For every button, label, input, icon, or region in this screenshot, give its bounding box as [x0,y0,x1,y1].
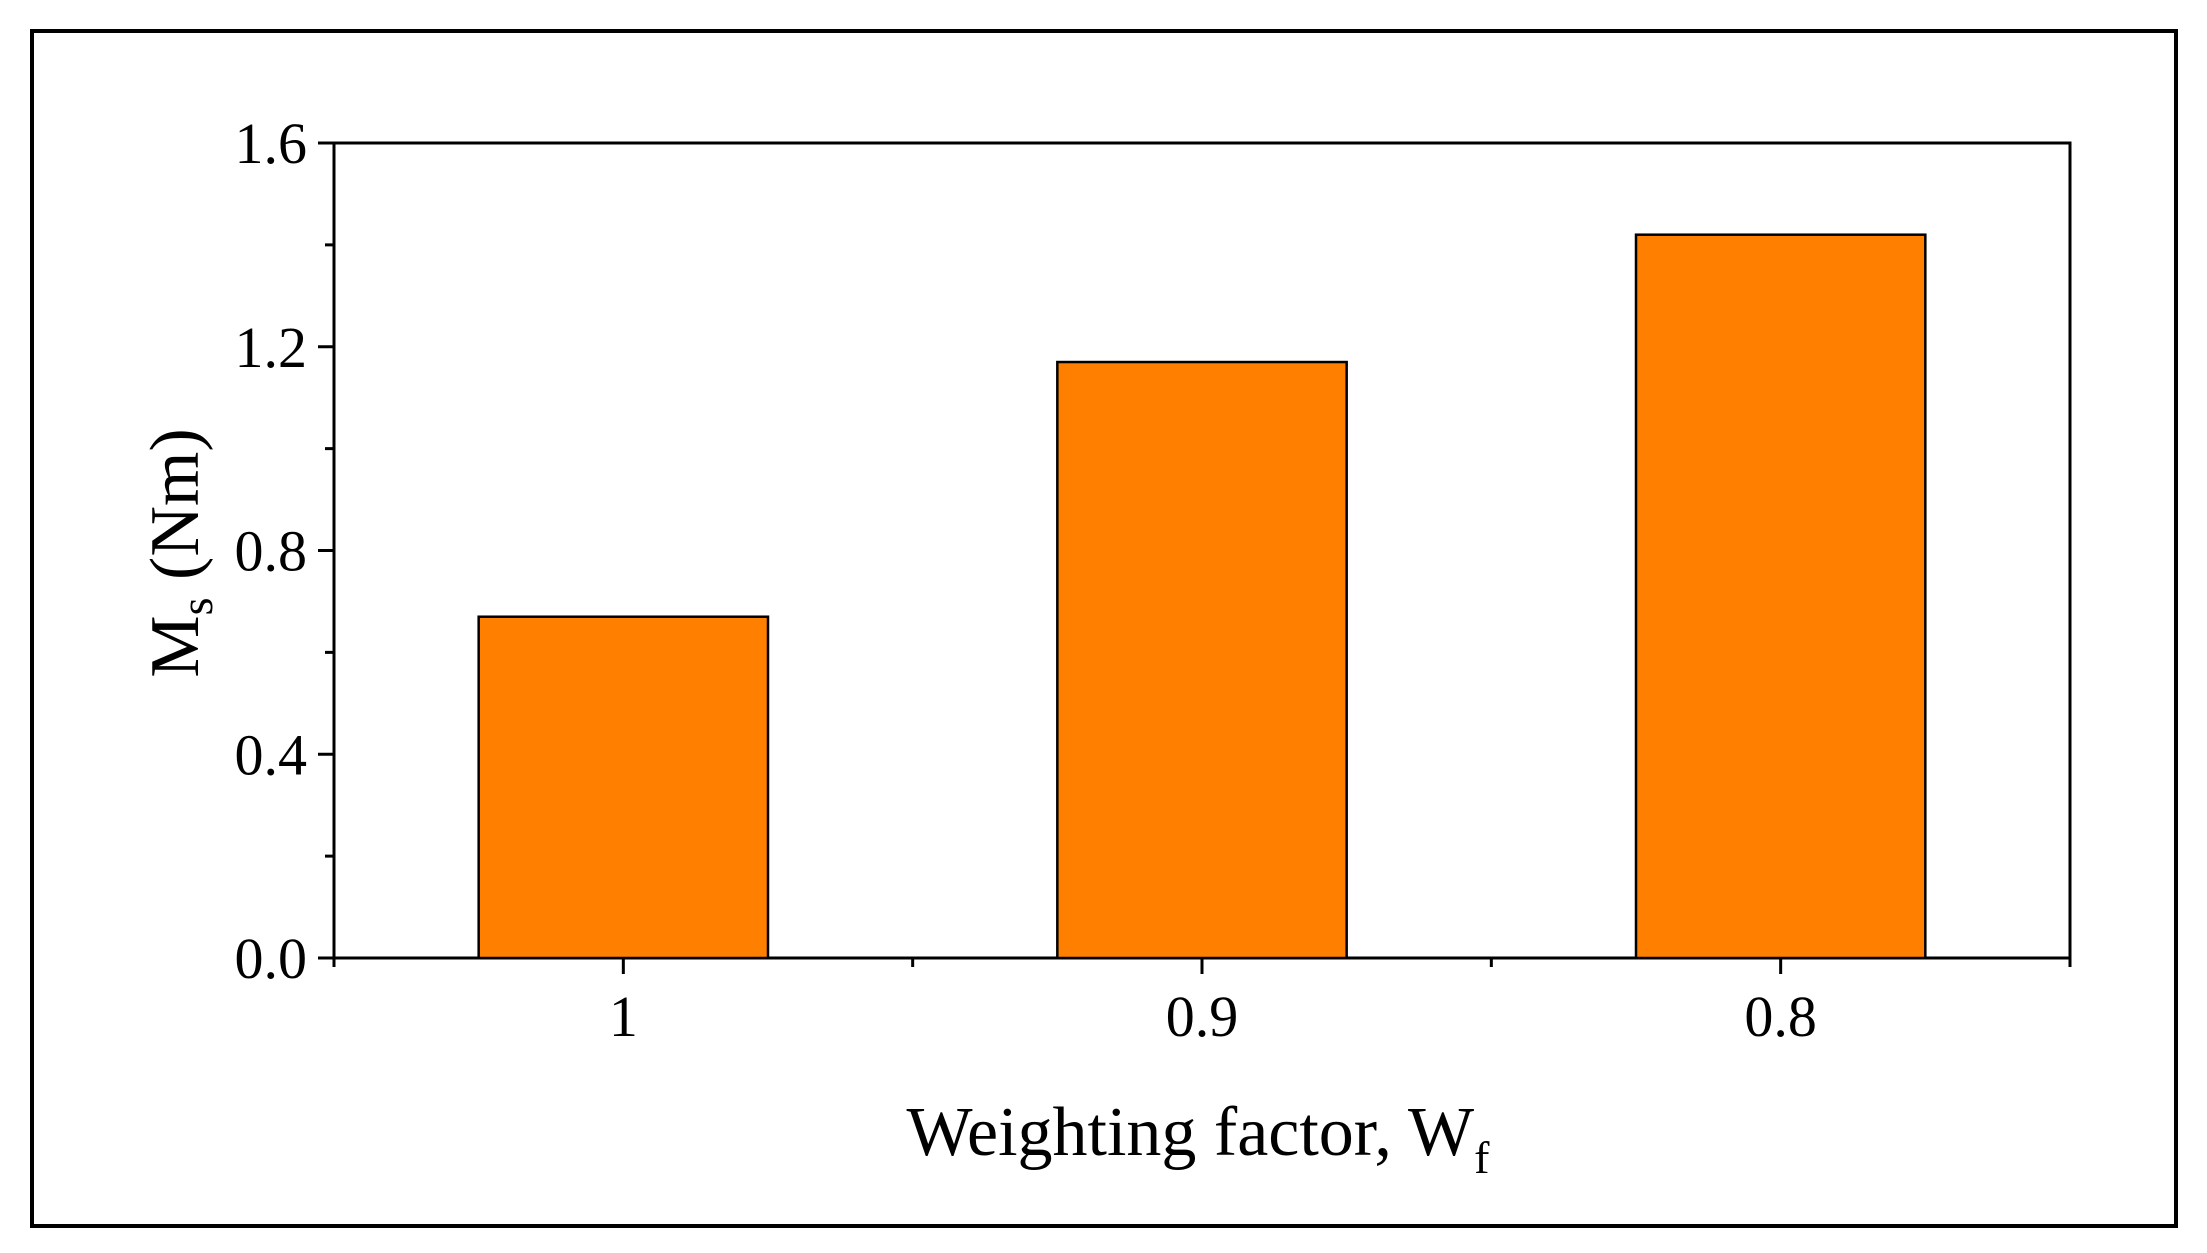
y-axis-title-unit: (Nm) [137,428,214,597]
x-axis-title: Weighting factor, Wf [907,1094,1491,1183]
bars [477,233,1927,960]
y-tick-label: 1.6 [235,111,308,176]
bar-0.8 [1634,233,1927,960]
bar-1 [477,615,770,960]
bar-0.9 [1056,360,1348,960]
x-axis-title-sub: f [1474,1132,1490,1183]
x-tick-labels: 1 0.9 0.8 [609,984,1817,1049]
y-axis-title-sub: s [171,597,222,615]
y-axis-title: Ms (Nm) [137,428,222,677]
ticks [318,141,2072,974]
y-tick-label: 0.8 [235,519,308,584]
y-tick-label: 0.0 [235,926,308,991]
y-tick-labels: 0.0 0.4 0.8 1.2 1.6 [235,111,308,991]
x-tick-label: 1 [609,984,638,1049]
y-tick-label: 1.2 [235,315,308,380]
x-axis-title-main: Weighting factor, W [907,1094,1475,1171]
y-tick-label: 0.4 [235,722,308,787]
x-tick-label: 0.9 [1166,984,1239,1049]
x-tick-label: 0.8 [1744,984,1817,1049]
y-axis-title-main: M [137,615,214,677]
